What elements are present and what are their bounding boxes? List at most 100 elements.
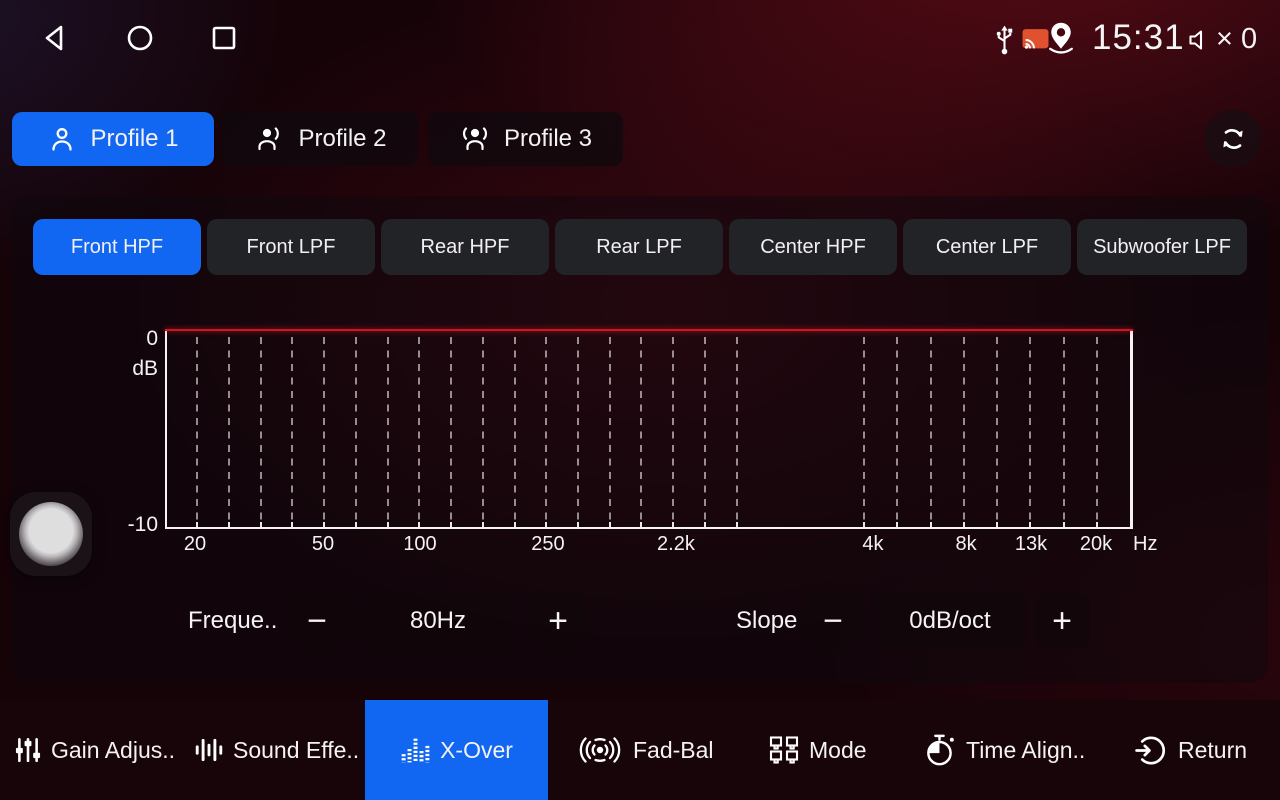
nav-item-xover[interactable]: X-Over <box>365 700 548 800</box>
home-icon <box>122 20 158 56</box>
gridline <box>962 337 965 527</box>
frequency-value: 80Hz <box>358 593 518 649</box>
mode-icon <box>768 734 800 766</box>
gridline <box>1095 337 1098 527</box>
gridline <box>259 337 262 527</box>
gridline <box>196 337 199 527</box>
gridline <box>481 337 484 527</box>
axis-tick <box>481 522 484 527</box>
gridline <box>1062 337 1065 527</box>
gridline <box>735 337 738 527</box>
tab-label: Rear LPF <box>596 235 682 258</box>
gridline <box>896 337 899 527</box>
axis-tick <box>386 522 389 527</box>
gridline <box>672 337 675 527</box>
nav-label: Fad-Bal <box>633 736 714 763</box>
frequency-label: Freque.. <box>188 607 278 634</box>
x-tick-label: 100 <box>403 533 437 555</box>
tab-rear-lpf[interactable]: Rear LPF <box>555 219 723 275</box>
nav-item-mode[interactable]: Mode <box>768 700 867 800</box>
axis-tick <box>418 522 421 527</box>
tab-front-hpf[interactable]: Front HPF <box>33 219 201 275</box>
person-double-arc-icon <box>459 124 491 154</box>
profile-1-button[interactable]: Profile 1 <box>12 112 214 166</box>
tab-center-hpf[interactable]: Center HPF <box>729 219 897 275</box>
volume-level: × 0 <box>1216 23 1258 55</box>
back-button[interactable] <box>38 20 74 56</box>
axis-tick <box>322 522 325 527</box>
tab-rear-hpf[interactable]: Rear HPF <box>381 219 549 275</box>
gridline <box>227 337 230 527</box>
cast-icon <box>1022 28 1049 51</box>
axis-tick <box>608 522 611 527</box>
gridline <box>863 337 866 527</box>
nav-label: Mode <box>809 736 867 763</box>
gridline <box>640 337 643 527</box>
gain-adjust-icon <box>14 736 42 764</box>
x-tick-label: 13k <box>1014 533 1048 555</box>
gridline <box>996 337 999 527</box>
location-icon <box>1046 21 1076 55</box>
x-tick-label: 20k <box>1079 533 1113 555</box>
tab-subwoofer-lpf[interactable]: Subwoofer LPF <box>1077 219 1247 275</box>
nav-item-time-align[interactable]: Time Align.. <box>924 700 1085 800</box>
gridline <box>449 337 452 527</box>
recents-button[interactable] <box>206 20 242 56</box>
nav-item-fad-bal[interactable]: Fad-Bal <box>576 700 714 800</box>
slope-value: 0dB/oct <box>874 593 1026 649</box>
nav-label: Gain Adjus.. <box>51 736 176 763</box>
axis-tick <box>896 522 899 527</box>
axis-tick <box>513 522 516 527</box>
slope-minus-button[interactable]: − <box>804 593 862 649</box>
profile-2-button[interactable]: Profile 2 <box>222 112 418 166</box>
nav-item-gain-adjust[interactable]: Gain Adjus.. <box>14 700 175 800</box>
axis-tick <box>354 522 357 527</box>
x-tick-label: 8k <box>955 533 977 555</box>
knob-icon <box>19 502 83 566</box>
gridline <box>354 337 357 527</box>
frequency-minus-button[interactable]: − <box>288 593 346 649</box>
axis-tick <box>640 522 643 527</box>
gridline <box>1029 337 1032 527</box>
axis-tick <box>672 522 675 527</box>
clock: 15:31 <box>1092 18 1185 57</box>
fadbal-icon <box>576 734 624 766</box>
slope-label: Slope <box>736 607 798 634</box>
axis-tick <box>735 522 738 527</box>
refresh-icon <box>1218 124 1248 154</box>
back-icon <box>38 20 74 56</box>
tab-label: Rear HPF <box>420 235 510 258</box>
frequency-plus-button[interactable]: + <box>530 593 586 649</box>
gridline <box>577 337 579 527</box>
bottom-navbar: Gain Adjus.. Sound Effe.. <box>0 700 1280 800</box>
nav-item-sound-effect[interactable]: Sound Effe.. <box>194 700 359 800</box>
profile-label: Profile 2 <box>298 125 387 152</box>
floating-knob-button[interactable] <box>10 492 92 576</box>
axis-tick <box>545 522 548 527</box>
tab-front-lpf[interactable]: Front LPF <box>207 219 375 275</box>
home-button[interactable] <box>122 20 158 56</box>
axis-tick <box>449 522 452 527</box>
usb-icon <box>993 24 1016 56</box>
tab-label: Center HPF <box>760 235 866 258</box>
axis-tick <box>863 522 866 527</box>
tab-center-lpf[interactable]: Center LPF <box>903 219 1071 275</box>
nav-item-return[interactable]: Return <box>1134 700 1247 800</box>
y-axis-unit-label: dB <box>132 357 158 380</box>
volume-muted-icon <box>1186 27 1214 53</box>
gridline <box>545 337 548 527</box>
time-align-icon <box>924 733 957 768</box>
gridline <box>418 337 421 527</box>
sound-effect-icon <box>194 736 224 764</box>
x-axis-unit-label: Hz <box>1133 533 1158 555</box>
refresh-button[interactable] <box>1204 110 1262 168</box>
chart-xticks: 20 50 100 250 2.2k 4k 8k 13k 20k <box>165 533 1128 561</box>
axis-tick <box>962 522 965 527</box>
profile-3-button[interactable]: Profile 3 <box>428 112 623 166</box>
x-tick-label: 50 <box>311 533 335 555</box>
gridline <box>608 337 611 527</box>
profile-label: Profile 3 <box>503 125 593 152</box>
y-axis-top-label: 0 <box>146 327 158 350</box>
slope-plus-button[interactable]: + <box>1034 593 1090 649</box>
